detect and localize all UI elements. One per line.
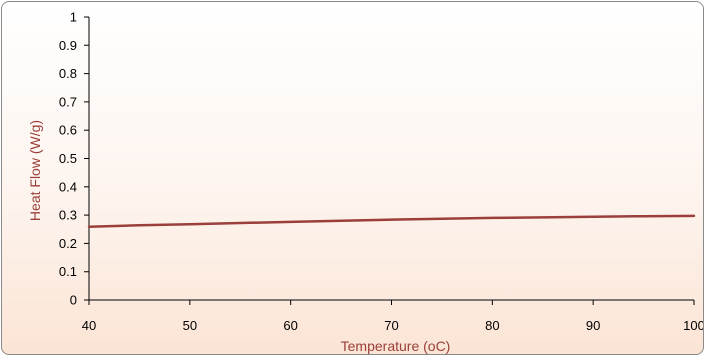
y-tick-label: 0.5 [59,151,77,166]
y-tick-label: 0.3 [59,208,77,223]
x-tick-label: 50 [183,318,197,333]
y-tick-label: 0.4 [59,179,77,194]
x-tick-label: 40 [82,318,96,333]
series-line [87,214,696,228]
y-axis-title: Heat Flow (W/g) [27,120,43,221]
ticks: 0 0.1 0.2 0.3 0.4 0.5 0.6 0.7 0.8 0.9 1 40 50 60 70 80 9… [59,10,704,334]
y-tick-label: 0.9 [59,38,77,53]
axes [88,17,694,301]
y-tick-label: 0.7 [59,94,77,109]
y-tick-label: 0.1 [59,264,77,279]
y-tick-label: 1 [70,10,77,25]
y-tick-label: 0.8 [59,66,77,81]
y-tick-label: 0.6 [59,123,77,138]
x-tick-label: 90 [586,318,600,333]
x-tick-label: 100 [683,318,704,333]
heat-flow-chart: 0 0.1 0.2 0.3 0.4 0.5 0.6 0.7 0.8 0.9 1 40 50 60 70 80 9… [27,10,704,355]
x-tick-label: 70 [384,318,398,333]
x-tick-label: 60 [283,318,297,333]
series [87,214,696,228]
x-axis-title: Temperature (oC) [341,338,451,354]
y-tick-label: 0 [70,293,77,308]
x-tick-label: 80 [485,318,499,333]
y-tick-label: 0.2 [59,236,77,251]
